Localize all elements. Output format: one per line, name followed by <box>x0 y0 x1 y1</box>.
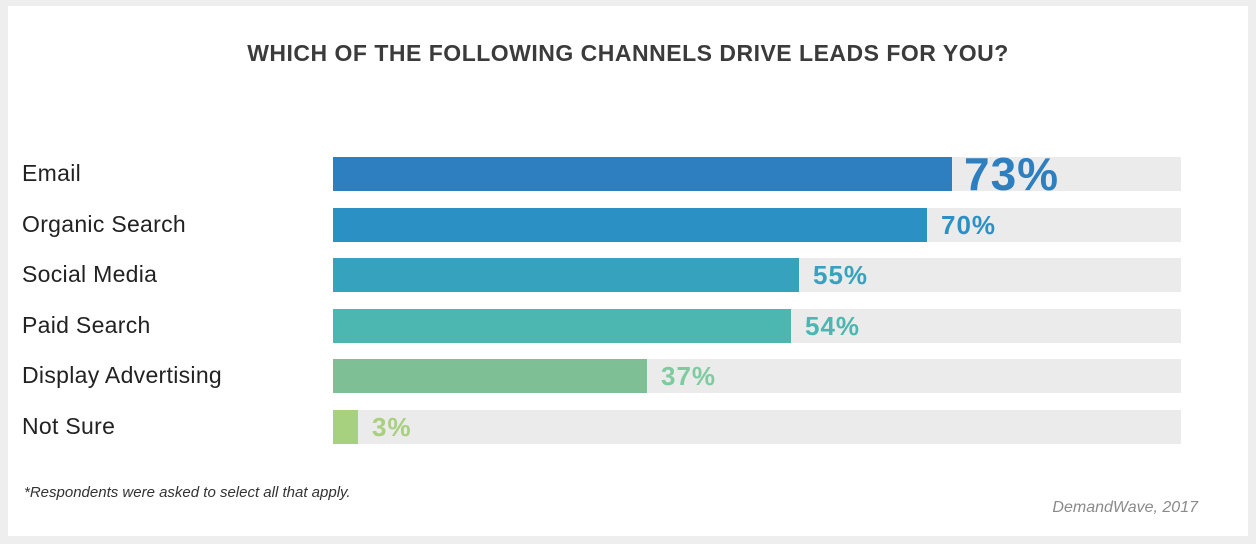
value-label: 3% <box>372 411 412 442</box>
value-label: 37% <box>661 360 717 391</box>
bar <box>333 258 799 292</box>
bar <box>333 359 647 393</box>
footnote: *Respondents were asked to select all th… <box>24 484 351 501</box>
chart-card: WHICH OF THE FOLLOWING CHANNELS DRIVE LE… <box>8 6 1248 536</box>
chart-title: WHICH OF THE FOLLOWING CHANNELS DRIVE LE… <box>247 40 1009 66</box>
category-label: Not Sure <box>22 413 116 439</box>
value-label: 54% <box>805 310 861 341</box>
bar <box>333 410 358 444</box>
value-label: 70% <box>941 209 997 240</box>
bar-track <box>333 410 1181 444</box>
bar <box>333 157 952 191</box>
category-label: Paid Search <box>22 312 151 338</box>
value-label: 55% <box>813 259 869 290</box>
source-credit: DemandWave, 2017 <box>1052 499 1198 516</box>
category-label: Social Media <box>22 261 158 287</box>
value-label: 73% <box>964 148 1060 201</box>
category-label: Display Advertising <box>22 362 223 388</box>
category-label: Organic Search <box>22 211 186 237</box>
bar <box>333 208 927 242</box>
category-label: Email <box>22 160 82 186</box>
bar <box>333 309 791 343</box>
